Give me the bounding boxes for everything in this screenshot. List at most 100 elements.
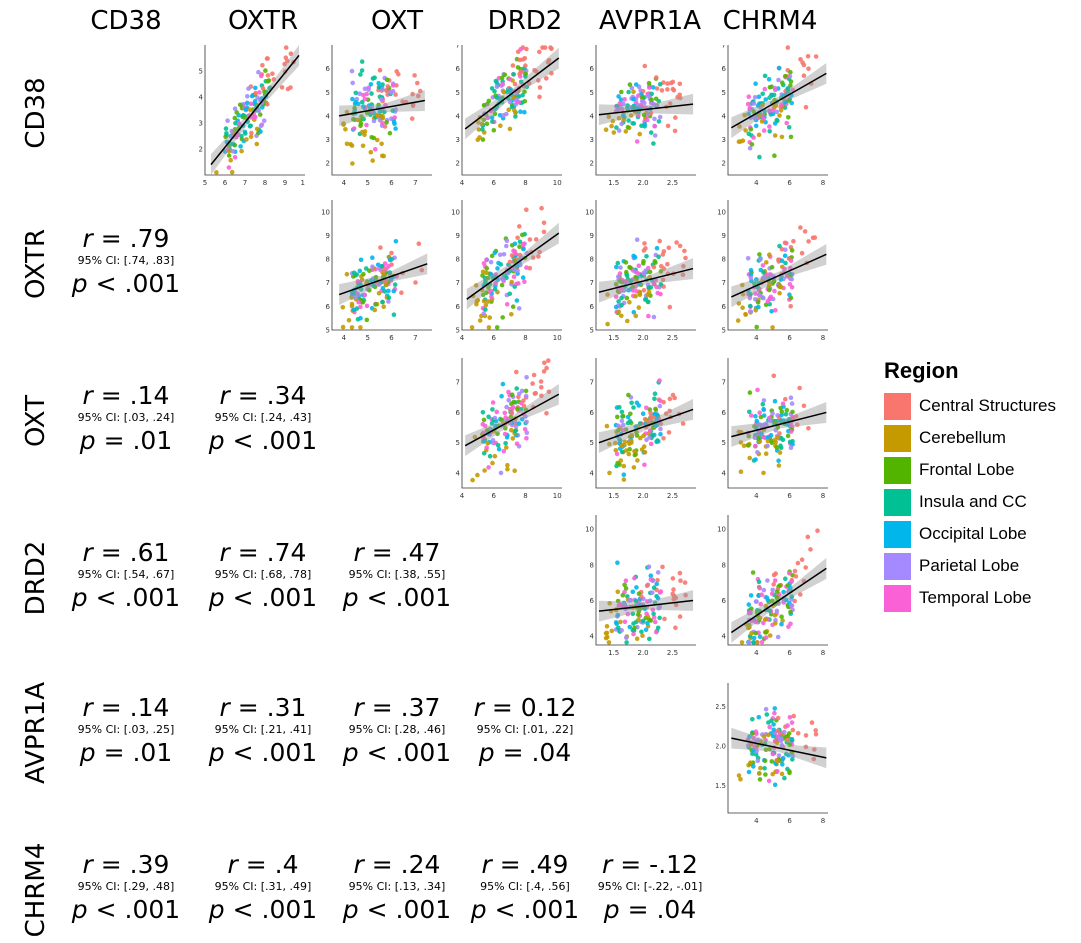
data-point — [747, 734, 752, 739]
data-point — [748, 593, 754, 598]
data-point — [667, 408, 672, 414]
data-point — [634, 270, 640, 275]
data-point — [657, 238, 662, 244]
data-point — [386, 295, 392, 300]
data-point — [500, 381, 506, 387]
x-tick-label: 10 — [553, 179, 562, 187]
data-point — [494, 84, 500, 89]
data-point — [613, 620, 619, 625]
r-number: 0.12 — [520, 693, 577, 722]
data-point — [657, 378, 662, 383]
data-point — [645, 620, 650, 626]
data-point — [766, 778, 772, 784]
x-tick-label: 2.0 — [637, 649, 648, 657]
data-point — [533, 237, 539, 242]
data-point — [798, 57, 803, 62]
data-point — [644, 405, 649, 411]
x-tick-label: 8 — [821, 492, 825, 500]
data-point — [364, 303, 370, 309]
data-point — [630, 284, 635, 290]
r-number: .4 — [274, 850, 299, 879]
data-point — [491, 128, 497, 133]
data-point — [633, 274, 638, 280]
data-point — [519, 417, 525, 422]
data-point — [385, 84, 391, 89]
data-point — [624, 635, 629, 641]
data-point — [778, 445, 784, 451]
data-point — [605, 634, 610, 640]
data-point — [409, 116, 415, 121]
data-point — [747, 609, 753, 615]
y-tick-label: 6 — [456, 65, 461, 73]
data-point — [753, 443, 758, 449]
data-point — [755, 450, 760, 455]
data-point — [639, 447, 645, 452]
data-point — [367, 288, 372, 293]
data-point — [376, 291, 382, 296]
data-point — [641, 112, 647, 118]
x-tick-label: 6 — [389, 179, 394, 187]
p-number: < .001 — [224, 738, 318, 767]
data-point — [390, 108, 395, 113]
data-point — [621, 101, 626, 107]
data-point — [619, 449, 625, 455]
regression-line — [464, 57, 560, 130]
data-point — [757, 634, 763, 639]
data-point — [767, 633, 773, 638]
data-point — [349, 303, 355, 309]
r-value: r = .79 — [82, 224, 170, 253]
data-point — [766, 77, 772, 82]
data-point — [623, 586, 629, 591]
data-point — [619, 89, 624, 95]
p-value: p < .001 — [71, 583, 181, 612]
regression-line — [730, 567, 827, 634]
data-point — [518, 47, 523, 52]
data-point — [239, 148, 244, 154]
data-point — [654, 629, 659, 635]
data-point — [774, 589, 780, 594]
regression-line — [210, 54, 300, 166]
data-point — [654, 284, 659, 290]
data-point — [359, 114, 364, 119]
data-point — [349, 291, 355, 296]
x-tick-label: 6 — [223, 179, 228, 187]
data-point — [659, 88, 665, 93]
data-point — [537, 94, 542, 100]
data-point — [772, 153, 777, 158]
data-point — [524, 375, 529, 380]
data-point — [499, 393, 504, 399]
data-point — [603, 631, 609, 636]
data-point — [644, 254, 649, 259]
y-tick-label: 6 — [590, 65, 595, 73]
data-point — [384, 120, 389, 125]
data-point — [793, 574, 799, 579]
data-point — [782, 73, 788, 79]
data-point — [509, 410, 514, 415]
data-point — [761, 734, 767, 739]
data-point — [616, 299, 621, 304]
data-point — [770, 751, 776, 757]
data-point — [391, 288, 397, 294]
y-tick-label: 8 — [722, 256, 726, 264]
data-point — [795, 560, 801, 566]
p-number: < .001 — [224, 895, 318, 924]
data-point — [648, 573, 654, 578]
data-point — [486, 98, 492, 104]
data-point — [784, 120, 789, 126]
data-point — [524, 430, 530, 435]
data-point — [364, 317, 370, 323]
data-point — [487, 453, 493, 459]
data-point — [770, 111, 776, 117]
data-point — [775, 728, 781, 734]
data-point — [258, 123, 264, 129]
data-point — [780, 80, 785, 85]
data-point — [619, 121, 624, 127]
data-point — [419, 267, 425, 273]
y-tick-label: 4 — [722, 112, 727, 120]
data-point — [364, 122, 369, 128]
p-number: < .001 — [87, 895, 181, 924]
data-point — [763, 737, 768, 743]
axis-frame — [595, 200, 696, 331]
data-point — [500, 82, 506, 87]
data-point — [253, 90, 258, 96]
